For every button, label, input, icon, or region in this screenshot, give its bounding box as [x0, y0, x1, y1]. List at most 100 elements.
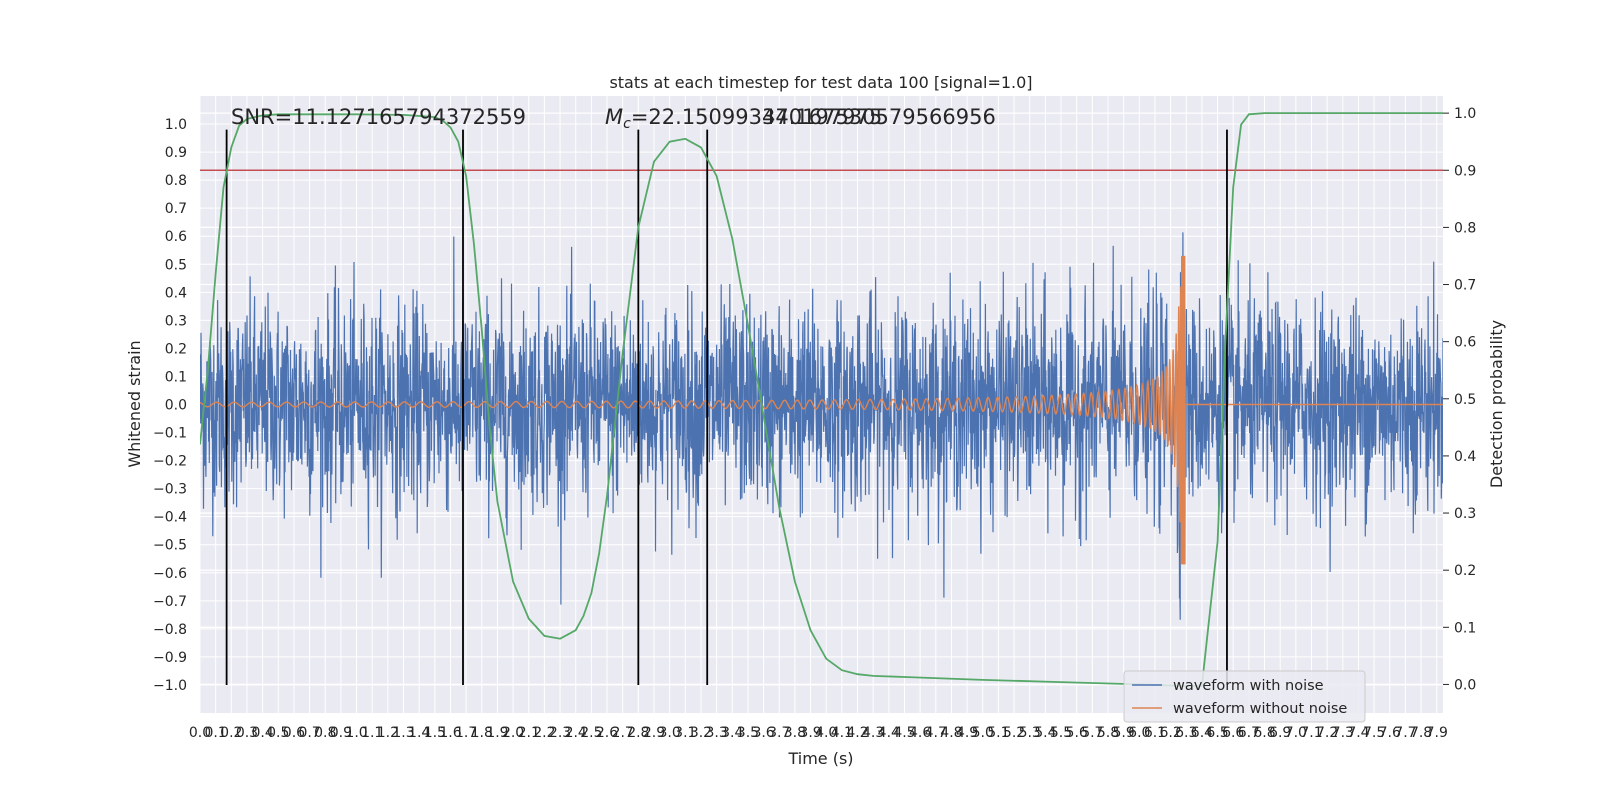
- y2-tick-label: 0.6: [1454, 335, 1476, 351]
- y2-tick-label: 0.5: [1454, 392, 1476, 408]
- y-tick-label: 0.9: [165, 145, 187, 161]
- x-tick-label: 6.5: [1206, 725, 1228, 741]
- x-tick-label: 6.7: [1238, 725, 1260, 741]
- x-tick-label: 7.4: [1347, 725, 1369, 741]
- legend-label-noise: waveform with noise: [1173, 678, 1324, 694]
- x-tick-label: 0.8: [314, 725, 336, 741]
- x-tick-label: 2.5: [580, 725, 602, 741]
- y-tick-label: 1.0: [165, 117, 187, 133]
- y2-tick-label: 0.7: [1454, 278, 1476, 294]
- y-tick-label: −0.9: [153, 650, 187, 666]
- x-tick-label: 6.8: [1253, 725, 1275, 741]
- x-tick-label: 1.9: [486, 725, 508, 741]
- x-tick-label: 7.1: [1300, 725, 1322, 741]
- x-tick-label: 3.8: [784, 725, 806, 741]
- y-tick-label: 0.5: [165, 257, 187, 273]
- snr-annotation: SNR=11.127165794372559: [231, 105, 526, 129]
- x-tick-label: 5.3: [1019, 725, 1041, 741]
- x-tick-label: 1.3: [392, 725, 414, 741]
- x-tick-label: 4.4: [878, 725, 900, 741]
- x-tick-label: 6.0: [1128, 725, 1150, 741]
- x-tick-label: 6.9: [1269, 725, 1291, 741]
- x-tick-label: 2.1: [518, 725, 540, 741]
- y-tick-label: −0.2: [153, 454, 187, 470]
- x-tick-label: 3.3: [705, 725, 727, 741]
- x-tick-label: 6.3: [1175, 725, 1197, 741]
- x-tick-label: 7.0: [1285, 725, 1307, 741]
- x-tick-label: 3.5: [737, 725, 759, 741]
- x-tick-label: 1.8: [471, 725, 493, 741]
- x-tick-label: 5.4: [1034, 725, 1056, 741]
- x-tick-label: 1.0: [345, 725, 367, 741]
- y-tick-label: −0.7: [153, 594, 187, 610]
- x-tick-label: 4.8: [940, 725, 962, 741]
- x-tick-label: 5.9: [1113, 725, 1135, 741]
- x-tick-labels: 0.00.10.20.30.40.50.60.70.80.91.01.11.21…: [189, 725, 1448, 741]
- x-tick-label: 0.1: [205, 725, 227, 741]
- y-tick-label: 0.3: [165, 313, 187, 329]
- x-tick-label: 2.7: [612, 725, 634, 741]
- x-tick-label: 3.7: [768, 725, 790, 741]
- x-tick-label: 4.2: [846, 725, 868, 741]
- x-tick-label: 6.6: [1222, 725, 1244, 741]
- y-tick-label: −0.5: [153, 538, 187, 554]
- y2-tick-label: 0.3: [1454, 506, 1476, 522]
- x-tick-label: 6.2: [1159, 725, 1181, 741]
- x-tick-label: 4.1: [831, 725, 853, 741]
- series-waveform-without-noise: [200, 255, 1443, 565]
- y2-tick-label: 0.9: [1454, 163, 1476, 179]
- x-tick-label: 1.4: [408, 725, 430, 741]
- x-tick-label: 7.2: [1316, 725, 1338, 741]
- x-tick-label: 3.2: [690, 725, 712, 741]
- y-tick-label: 0.4: [165, 285, 187, 301]
- x-tick-label: 1.1: [361, 725, 383, 741]
- x-tick-label: 7.8: [1410, 725, 1432, 741]
- x-tick-label: 6.1: [1144, 725, 1166, 741]
- y2-tick-labels: 1.0 0.9 0.8 0.7 0.6 0.5 0.4 0.3 0.2 0.1 0.0: [1443, 106, 1476, 693]
- y-tick-label: −0.6: [153, 566, 187, 582]
- mc-annotation: Mc=22.150993470197975: [605, 105, 882, 132]
- x-tick-label: 2.4: [565, 725, 587, 741]
- x-tick-label: 2.3: [549, 725, 571, 741]
- x-axis-label: Time (s): [787, 749, 853, 768]
- x-tick-label: 4.6: [909, 725, 931, 741]
- x-tick-label: 1.6: [439, 725, 461, 741]
- x-tick-label: 7.9: [1426, 725, 1448, 741]
- x-tick-label: 0.5: [267, 725, 289, 741]
- x-tick-label: 2.6: [596, 725, 618, 741]
- x-tick-label: 3.6: [752, 725, 774, 741]
- x-tick-label: 3.1: [674, 725, 696, 741]
- y-tick-label: −0.3: [153, 482, 187, 498]
- x-tick-label: 2.8: [627, 725, 649, 741]
- x-tick-label: 7.7: [1394, 725, 1416, 741]
- x-tick-label: 1.7: [455, 725, 477, 741]
- mc-symbol: M: [605, 105, 623, 129]
- x-tick-label: 0.9: [330, 725, 352, 741]
- y-tick-label: −0.4: [153, 510, 187, 526]
- x-tick-label: 7.3: [1332, 725, 1354, 741]
- x-tick-label: 3.9: [799, 725, 821, 741]
- x-tick-label: 0.6: [283, 725, 305, 741]
- x-tick-label: 5.0: [972, 725, 994, 741]
- y-tick-label: −1.0: [153, 678, 187, 694]
- x-tick-label: 3.0: [659, 725, 681, 741]
- x-tick-label: 5.7: [1081, 725, 1103, 741]
- x-tick-label: 0.0: [189, 725, 211, 741]
- y2-tick-label: 0.1: [1454, 620, 1476, 636]
- legend: waveform with noise waveform without noi…: [1123, 670, 1366, 723]
- y-tick-label: 0.7: [165, 201, 187, 217]
- y2-tick-label: 1.0: [1454, 106, 1476, 122]
- legend-label-clean: waveform without noise: [1173, 701, 1347, 717]
- y-tick-label: −0.1: [153, 426, 187, 442]
- y2-tick-label: 0.8: [1454, 220, 1476, 236]
- y-axis-label: Whitened strain: [125, 340, 144, 467]
- y-tick-label: 0.2: [165, 341, 187, 357]
- y-tick-label: 0.6: [165, 229, 187, 245]
- chart-title: stats at each timestep for test data 100…: [609, 73, 1032, 92]
- x-tick-label: 1.5: [424, 725, 446, 741]
- y-tick-label: 0.8: [165, 173, 187, 189]
- x-tick-label: 6.4: [1191, 725, 1213, 741]
- x-tick-label: 2.0: [502, 725, 524, 741]
- y2-tick-label: 0.2: [1454, 563, 1476, 579]
